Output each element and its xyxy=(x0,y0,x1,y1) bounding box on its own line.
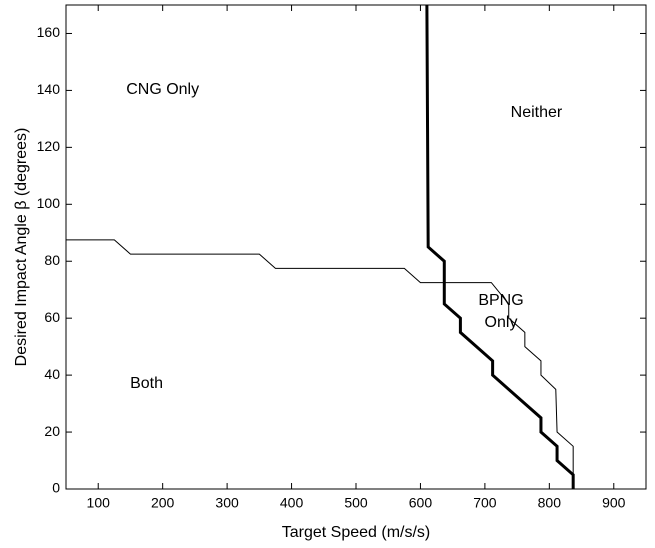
y-tick-label: 0 xyxy=(52,480,60,496)
region-annotation: Neither xyxy=(510,104,563,122)
plot-frame xyxy=(65,4,647,490)
x-tick-label: 500 xyxy=(344,495,368,511)
line-series xyxy=(66,239,574,489)
y-tick-label: 120 xyxy=(37,138,61,154)
y-tick-label: 80 xyxy=(44,252,60,268)
x-tick-label: 700 xyxy=(473,495,497,511)
x-tick-label: 300 xyxy=(215,495,239,511)
y-tick-label: 140 xyxy=(37,81,61,97)
y-tick-label: 160 xyxy=(37,24,61,40)
x-tick-label: 800 xyxy=(538,495,562,511)
y-tick-label: 60 xyxy=(44,309,60,325)
y-tick-label: 100 xyxy=(37,195,61,211)
x-axis-label: Target Speed (m/s/s) xyxy=(282,524,431,541)
x-tick-label: 200 xyxy=(151,495,175,511)
y-axis-label: Desired Impact Angle β (degrees) xyxy=(13,128,30,367)
x-tick-label: 600 xyxy=(409,495,433,511)
region-annotation: Both xyxy=(130,374,164,392)
line-series xyxy=(425,4,575,489)
x-tick-label: 900 xyxy=(602,495,626,511)
x-tick-label: 100 xyxy=(87,495,111,511)
y-tick-label: 20 xyxy=(44,423,60,439)
x-tick-label: 400 xyxy=(280,495,304,511)
region-annotation: BPNG Only xyxy=(478,292,524,332)
region-annotation: CNG Only xyxy=(126,81,200,99)
y-tick-label: 40 xyxy=(44,366,60,382)
